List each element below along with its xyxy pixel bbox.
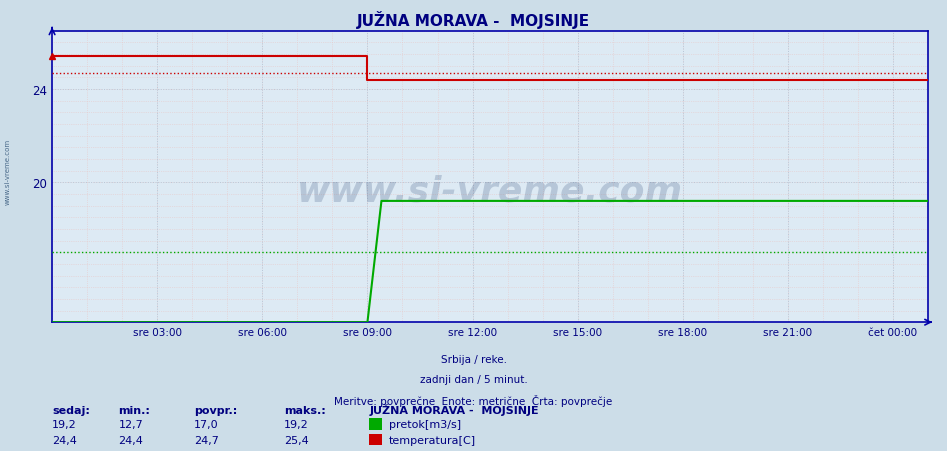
Text: 25,4: 25,4	[284, 435, 309, 445]
Text: www.si-vreme.com: www.si-vreme.com	[297, 175, 683, 208]
Text: JUŽNA MORAVA -  MOJSINJE: JUŽNA MORAVA - MOJSINJE	[357, 11, 590, 29]
Text: www.si-vreme.com: www.si-vreme.com	[5, 138, 10, 204]
Text: Meritve: povprečne  Enote: metrične  Črta: povprečje: Meritve: povprečne Enote: metrične Črta:…	[334, 394, 613, 406]
Text: 24,7: 24,7	[194, 435, 219, 445]
Text: 24,4: 24,4	[52, 435, 77, 445]
Text: min.:: min.:	[118, 405, 151, 414]
Text: Srbija / reke.: Srbija / reke.	[440, 354, 507, 364]
Text: temperatura[C]: temperatura[C]	[389, 435, 476, 445]
Text: 19,2: 19,2	[52, 419, 77, 429]
Text: 12,7: 12,7	[118, 419, 143, 429]
Text: maks.:: maks.:	[284, 405, 326, 414]
Text: pretok[m3/s]: pretok[m3/s]	[389, 419, 461, 429]
Text: povpr.:: povpr.:	[194, 405, 238, 414]
Text: 17,0: 17,0	[194, 419, 219, 429]
Text: 24,4: 24,4	[118, 435, 143, 445]
Text: 19,2: 19,2	[284, 419, 309, 429]
Text: sedaj:: sedaj:	[52, 405, 90, 414]
Text: JUŽNA MORAVA -  MOJSINJE: JUŽNA MORAVA - MOJSINJE	[369, 403, 539, 414]
Text: zadnji dan / 5 minut.: zadnji dan / 5 minut.	[420, 374, 527, 384]
